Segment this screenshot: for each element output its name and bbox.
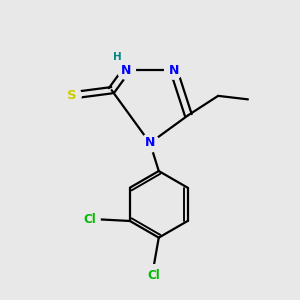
Circle shape (165, 61, 183, 79)
Text: S: S (67, 89, 76, 102)
Text: Cl: Cl (83, 213, 96, 226)
Circle shape (143, 265, 164, 286)
Text: Cl: Cl (147, 268, 160, 282)
Circle shape (61, 86, 81, 105)
Text: N: N (145, 136, 155, 149)
Text: N: N (169, 64, 179, 76)
Circle shape (141, 134, 159, 152)
Circle shape (117, 61, 135, 79)
Text: H: H (113, 52, 122, 62)
Circle shape (79, 209, 100, 230)
Text: N: N (121, 64, 131, 76)
